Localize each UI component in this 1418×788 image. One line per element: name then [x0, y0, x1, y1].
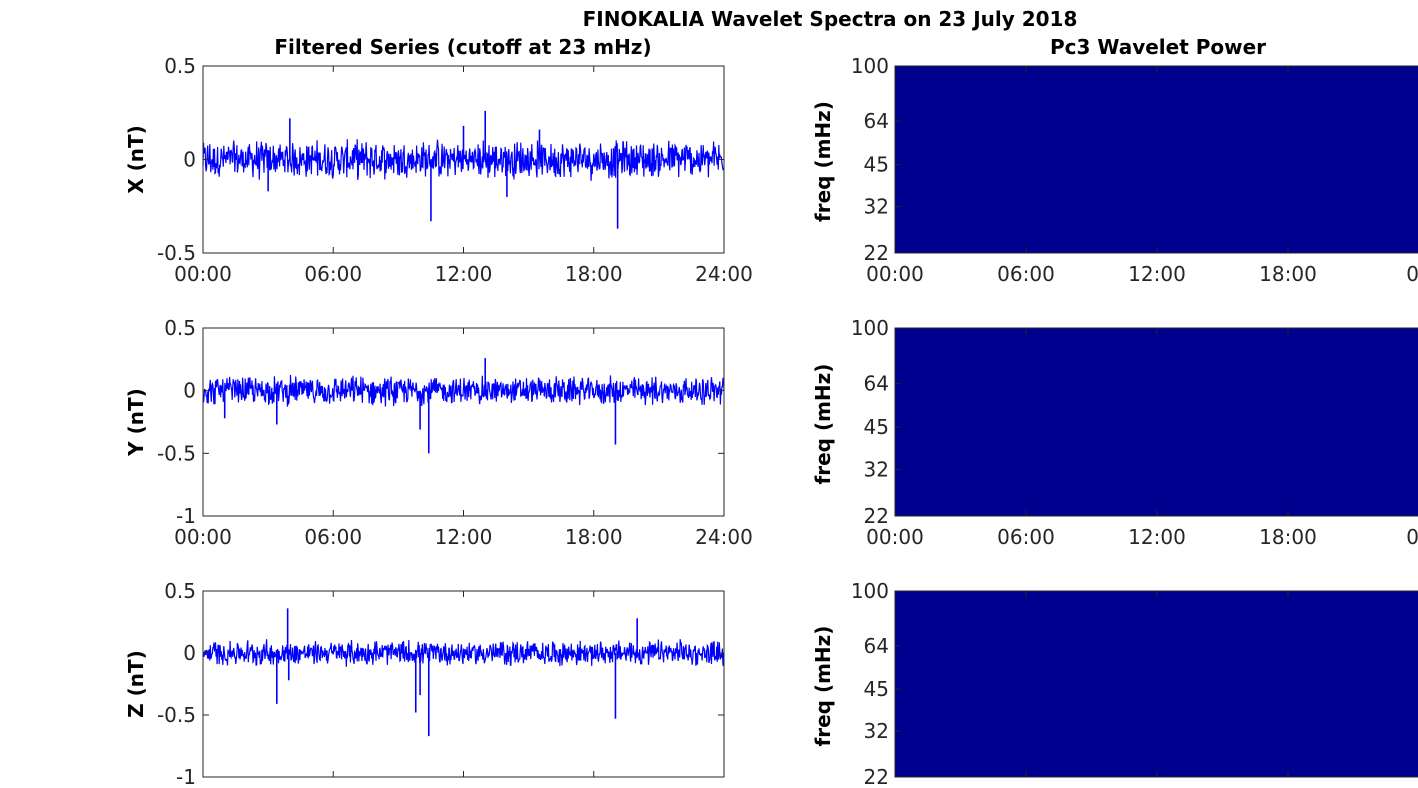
right-column-title: Pc3 Wavelet Power	[1050, 35, 1266, 59]
x-tick-label: 24:00	[695, 525, 753, 549]
y-tick-label: -0.5	[157, 241, 196, 265]
series-panel-3: -1 -0.5 0 0.5 Z (nT)	[124, 579, 725, 788]
y-tick-label: 45	[864, 415, 889, 439]
axes-frame	[894, 327, 1418, 517]
y-tick-label: 45	[864, 153, 889, 177]
x-tick-label: 18:00	[1259, 525, 1317, 549]
y-tick-label: 32	[864, 719, 889, 743]
spectrum-heatmap	[895, 591, 1418, 777]
x-tick-label: 00:00	[174, 525, 232, 549]
y-axis-label: freq (mHz)	[811, 626, 835, 747]
left-column-title: Filtered Series (cutoff at 23 mHz)	[274, 35, 651, 59]
x-tick-label: 06:00	[304, 262, 362, 286]
spectrum-heatmap	[895, 66, 1418, 253]
x-tick-label: 18:00	[565, 262, 623, 286]
y-tick-label: 32	[864, 195, 889, 219]
y-axis-label: X (nT)	[124, 125, 148, 194]
y-tick-label: 22	[864, 241, 889, 265]
spectrum-panel-3: 100 64 45 32 22 freq (mHz)	[811, 579, 1418, 788]
y-tick-label: 64	[864, 371, 889, 395]
panels: -0.500.500:00 06:00 12:00 18:00 24:00X (nT)-…	[124, 54, 1418, 788]
y-tick-label: 22	[864, 504, 889, 528]
x-tick-label: 12:00	[1128, 525, 1186, 549]
y-tick-label: 0	[183, 148, 196, 172]
x-tick-label: 00	[1406, 262, 1418, 286]
x-tick-label: 00:00	[174, 262, 232, 286]
x-tick-label: 06:00	[304, 525, 362, 549]
y-tick-label: 100	[851, 54, 889, 78]
y-tick-label: -0.5	[157, 703, 196, 727]
x-tick-label: 12:00	[435, 262, 493, 286]
y-tick-label: 32	[864, 457, 889, 481]
y-tick-label: 0.5	[164, 54, 196, 78]
y-tick-label: 45	[864, 677, 889, 701]
x-tick-label: 00	[1406, 525, 1418, 549]
axes-frame	[894, 590, 1418, 778]
x-tick-label: 18:00	[1259, 262, 1317, 286]
y-axis-label: freq (mHz)	[811, 101, 835, 222]
y-tick-label: -0.5	[157, 441, 196, 465]
series-panel-1: -0.5 0 0.5 00:00 06:00 12:00 18:00 24:00 X (nT)	[124, 54, 753, 286]
figure-title: FINOKALIA Wavelet Spectra on 23 July 201…	[583, 7, 1078, 31]
x-tick-label: 12:00	[435, 525, 493, 549]
axes-frame	[894, 65, 1418, 254]
y-tick-label: 0	[183, 641, 196, 665]
y-tick-label: 100	[851, 579, 889, 603]
y-axis-label: Z (nT)	[124, 650, 148, 718]
plot-area	[203, 591, 724, 777]
x-tick-label: 00:00	[866, 262, 924, 286]
y-tick-label: 0.5	[164, 316, 196, 340]
y-tick-label: 100	[851, 316, 889, 340]
plot-area	[203, 328, 724, 516]
x-tick-label: 24:00	[695, 262, 753, 286]
y-tick-label: 64	[864, 109, 889, 133]
y-axis-label: freq (mHz)	[811, 364, 835, 485]
series-panel-2: -1 -0.5 0 0.5 00:00 06:00 12:00 18:00 24:00 Y (nT…	[124, 316, 753, 549]
series-trace	[202, 374, 725, 407]
spectrum-heatmap	[895, 328, 1418, 516]
x-tick-label: 18:00	[565, 525, 623, 549]
x-tick-label: 06:00	[997, 525, 1055, 549]
x-tick-label: 00:00	[866, 525, 924, 549]
y-tick-label: 0	[183, 379, 196, 403]
y-tick-label: 0.5	[164, 579, 196, 603]
y-tick-label: 22	[864, 765, 889, 788]
y-tick-label: -1	[176, 504, 196, 528]
y-axis-label: Y (nT)	[124, 388, 148, 457]
y-tick-label: -1	[176, 765, 196, 788]
x-tick-label: 12:00	[1128, 262, 1186, 286]
y-tick-label: 64	[864, 634, 889, 658]
series-trace	[202, 639, 725, 667]
x-tick-label: 06:00	[997, 262, 1055, 286]
